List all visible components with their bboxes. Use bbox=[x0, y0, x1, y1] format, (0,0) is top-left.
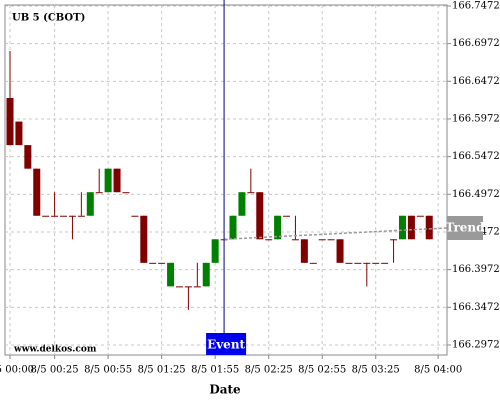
candle-body bbox=[390, 239, 398, 241]
y-tick-label: 166.3472 bbox=[452, 302, 500, 313]
y-tick-label: 166.7472 bbox=[452, 0, 500, 11]
candle-body bbox=[238, 192, 246, 216]
candle-body bbox=[193, 286, 201, 288]
y-tick-label: 166.3972 bbox=[452, 264, 500, 275]
candle-body bbox=[149, 262, 157, 264]
candle-body bbox=[211, 239, 219, 263]
candle-body bbox=[318, 239, 326, 241]
candle-body bbox=[327, 239, 335, 241]
x-tick-label: 8/5 00:25 bbox=[31, 365, 79, 376]
candle-body bbox=[42, 215, 50, 217]
candle-body bbox=[175, 286, 183, 288]
x-tick-label: 8/5 04:00 bbox=[414, 365, 462, 376]
candle-body bbox=[381, 262, 389, 264]
y-tick-label: 166.5472 bbox=[452, 151, 500, 162]
candle-body bbox=[104, 168, 112, 193]
candle-body bbox=[95, 192, 103, 194]
candle-body bbox=[184, 286, 192, 288]
candle-body bbox=[167, 262, 175, 287]
candle-body bbox=[247, 192, 255, 194]
trend-line bbox=[224, 227, 448, 241]
trend-box bbox=[447, 215, 483, 240]
candle-body bbox=[336, 239, 344, 263]
candle-body bbox=[113, 168, 121, 193]
chart-title: UB 5 (CBOT) bbox=[12, 13, 85, 24]
y-tick-label: 166.5972 bbox=[452, 113, 500, 124]
candle-body bbox=[60, 215, 68, 217]
x-tick-label: 8/5 01:25 bbox=[138, 365, 186, 376]
candle-body bbox=[363, 262, 371, 264]
candle-body bbox=[300, 239, 308, 263]
x-tick-label: 8/5 02:55 bbox=[298, 365, 346, 376]
x-tick-label: 8/5 03:25 bbox=[352, 365, 400, 376]
candle-body bbox=[33, 168, 41, 216]
candle-body bbox=[15, 121, 23, 146]
candle-body bbox=[256, 192, 264, 240]
candle-body bbox=[309, 262, 317, 264]
x-tick-label: 8/5 00:00 bbox=[0, 365, 34, 376]
y-tick-label: 166.2972 bbox=[452, 339, 500, 350]
candle-body bbox=[416, 215, 424, 217]
candle-body bbox=[202, 262, 210, 287]
y-tick-label: 166.6472 bbox=[452, 76, 500, 87]
event-box bbox=[206, 333, 247, 355]
candle-body bbox=[86, 192, 94, 216]
candle-body bbox=[6, 98, 14, 146]
candle-body bbox=[425, 215, 433, 240]
event-label: Event bbox=[207, 338, 245, 352]
x-tick-label: 8/5 02:25 bbox=[245, 365, 293, 376]
candle-body bbox=[131, 215, 139, 217]
candle-body bbox=[68, 215, 76, 217]
candle-body bbox=[398, 215, 406, 240]
y-tick-label: 166.6972 bbox=[452, 38, 500, 49]
candle-body bbox=[51, 215, 59, 217]
candle-body bbox=[274, 215, 282, 240]
candle-body bbox=[140, 215, 148, 263]
x-tick-label: 8/5 00:55 bbox=[84, 365, 132, 376]
candle-body bbox=[77, 215, 85, 217]
x-axis-label: Date bbox=[209, 383, 241, 397]
candle-body bbox=[345, 262, 353, 264]
candle-body bbox=[24, 145, 32, 169]
candle-body bbox=[291, 239, 299, 241]
candle-body bbox=[354, 262, 362, 264]
candle-body bbox=[372, 262, 380, 264]
candle-body bbox=[229, 215, 237, 240]
candle-body bbox=[283, 215, 291, 217]
candle-body bbox=[407, 215, 415, 240]
candle-body bbox=[122, 192, 130, 194]
y-tick-label: 166.4972 bbox=[452, 189, 500, 200]
x-tick-label: 8/5 01:55 bbox=[191, 365, 239, 376]
trend-label: Trend bbox=[445, 220, 485, 234]
candle-body bbox=[158, 262, 166, 264]
plot-area bbox=[4, 4, 448, 356]
candle-body bbox=[265, 239, 273, 241]
